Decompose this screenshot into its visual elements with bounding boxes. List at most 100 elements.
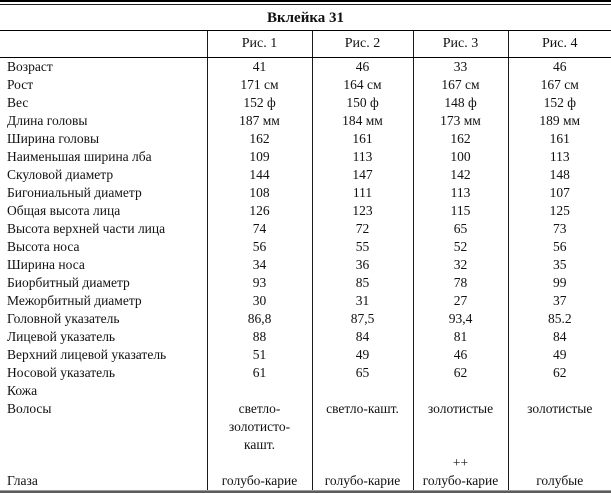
column-header-fig2: Рис. 2 [311, 31, 413, 58]
cell-value: 144 [206, 166, 312, 184]
row-label: Возраст [7, 59, 53, 74]
corner-cell [0, 31, 207, 58]
cell-value: 93 [206, 274, 312, 292]
cell-value: 33 [412, 57, 508, 76]
cell-value: 107 [507, 184, 611, 202]
cell-value: 65 [412, 220, 508, 238]
cell-value: 167 см [507, 76, 611, 94]
column-header-fig4: Рис. 4 [507, 31, 611, 58]
row-label: Бигониальный диаметр [7, 185, 142, 200]
cell-value: 125 [507, 202, 611, 220]
column-header-fig1: Рис. 1 [206, 31, 312, 58]
table-row: Вес 152 ф 150 ф 148 ф 152 ф [0, 94, 611, 112]
cell-value: 78 [412, 274, 508, 292]
cell-value: 126 [206, 202, 312, 220]
cell-value: светло-кашт. [311, 400, 413, 472]
table-row: Биорбитный диаметр 93 85 78 99 [0, 274, 611, 292]
cell-value: золотистые [507, 400, 611, 472]
cell-value: 52 [412, 238, 508, 256]
cell-value: 150 ф [311, 94, 413, 112]
cell-value: голубо-карие [206, 472, 312, 490]
table-row: Возраст 41 46 33 46 [0, 57, 611, 76]
table-row: Высота верхней части лица 74 72 65 73 [0, 220, 611, 238]
cell-value: 46 [412, 346, 508, 364]
cell-value: 65 [311, 364, 413, 382]
column-header-fig3: Рис. 3 [412, 31, 508, 58]
row-label: Высота носа [7, 239, 80, 254]
cell-value: 113 [507, 148, 611, 166]
table-row: Рост 171 см 164 см 167 см 167 см [0, 76, 611, 94]
row-label: Носовой указатель [7, 365, 116, 380]
cell-value: 142 [412, 166, 508, 184]
cell-value: 108 [206, 184, 312, 202]
cell-value: 147 [311, 166, 413, 184]
row-label: Глаза [7, 473, 38, 488]
cell-value: голубые [507, 472, 611, 490]
cell-value: 109 [206, 148, 312, 166]
header-row: Рис. 1 Рис. 2 Рис. 3 Рис. 4 [0, 31, 611, 58]
cell-value [311, 382, 413, 400]
cell-value: 187 мм [206, 112, 312, 130]
row-label: Рост [7, 77, 34, 92]
cell-value: 99 [507, 274, 611, 292]
cell-value: 189 мм [507, 112, 611, 130]
cell-value: 162 [206, 130, 312, 148]
table-row: Кожа [0, 382, 611, 400]
cell-value: 35 [507, 256, 611, 274]
cell-value: 164 см [311, 76, 413, 94]
table-row: Носовой указатель 61 65 62 62 [0, 364, 611, 382]
cell-value: 27 [412, 292, 508, 310]
table-row: Длина головы 187 мм 184 мм 173 мм 189 мм [0, 112, 611, 130]
row-label: Головной указатель [7, 311, 120, 326]
page-title: Вклейка 31 [0, 5, 611, 31]
cell-value: 88 [206, 328, 312, 346]
cell-value: 152 ф [206, 94, 312, 112]
cell-value: 148 [507, 166, 611, 184]
table-row: Ширина носа 34 36 32 35 [0, 256, 611, 274]
cell-value: 62 [507, 364, 611, 382]
row-label: Биорбитный диаметр [7, 275, 130, 290]
cell-value: 34 [206, 256, 312, 274]
cell-value: 62 [412, 364, 508, 382]
cell-value: 100 [412, 148, 508, 166]
cell-value [412, 382, 508, 400]
cell-value: голубо-карие [311, 472, 413, 490]
cell-value: 161 [507, 130, 611, 148]
cell-value: 84 [311, 328, 413, 346]
top-double-rule [0, 0, 611, 5]
cell-value: 115 [412, 202, 508, 220]
cell-value: 171 см [206, 76, 312, 94]
cell-value: 56 [206, 238, 312, 256]
cell-value: 113 [412, 184, 508, 202]
table-row: Лицевой указатель 88 84 81 84 [0, 328, 611, 346]
cell-value: 85 [311, 274, 413, 292]
table-row: Наименьшая ширина лба 109 113 100 113 [0, 148, 611, 166]
cell-value: 162 [412, 130, 508, 148]
cell-value: 123 [311, 202, 413, 220]
row-label: Ширина носа [7, 257, 85, 272]
cell-value: 46 [311, 57, 413, 76]
cell-value: 41 [206, 57, 312, 76]
row-label: Вес [7, 95, 29, 110]
cell-value: 49 [311, 346, 413, 364]
table-row: Верхний лицевой указатель 51 49 46 49 [0, 346, 611, 364]
cell-value: 61 [206, 364, 312, 382]
cell-value: 30 [206, 292, 312, 310]
row-label: Межорбитный диаметр [7, 293, 142, 308]
cell-value: 51 [206, 346, 312, 364]
cell-value: 184 мм [311, 112, 413, 130]
cell-value: 74 [206, 220, 312, 238]
row-label: Лицевой указатель [7, 329, 116, 344]
table-row: Глаза голубо-карие голубо-карие голубо-к… [0, 472, 611, 490]
cell-value: 37 [507, 292, 611, 310]
row-label: Волосы [7, 401, 52, 416]
cell-value: 84 [507, 328, 611, 346]
cell-value: голубо-карие [412, 472, 508, 490]
cell-value: 167 см [412, 76, 508, 94]
cell-value: 111 [311, 184, 413, 202]
cell-value: 31 [311, 292, 413, 310]
row-label: Верхний лицевой указатель [7, 347, 167, 362]
row-label: Длина головы [7, 113, 88, 128]
table-row: Головной указатель 86,8 87,5 93,4 85.2 [0, 310, 611, 328]
